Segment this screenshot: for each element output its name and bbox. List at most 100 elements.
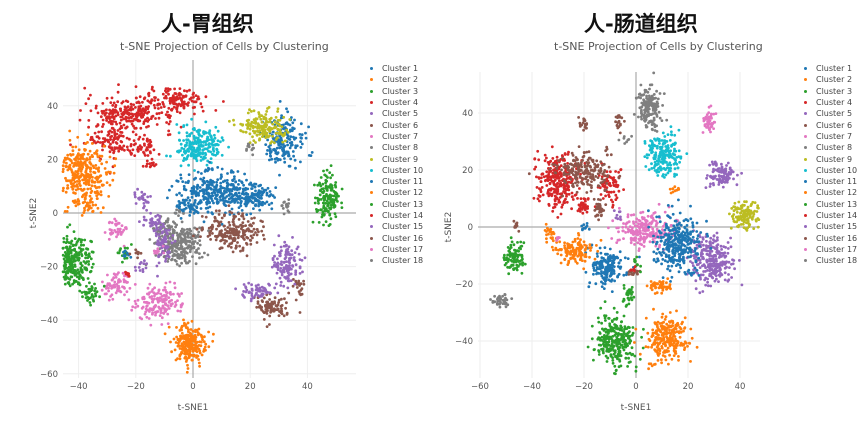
legend-item[interactable]: Cluster 7 — [368, 131, 423, 142]
legend-item[interactable]: Cluster 9 — [802, 153, 857, 164]
legend-item[interactable]: Cluster 6 — [802, 119, 857, 130]
legend-label: Cluster 15 — [816, 222, 858, 232]
legend-label: Cluster 7 — [816, 131, 853, 141]
right-chart-subtitle: t-SNE Projection of Cells by Clustering — [554, 40, 763, 53]
legend-marker-icon — [370, 214, 373, 217]
legend-label: Cluster 14 — [816, 211, 858, 220]
legend-item[interactable]: Cluster 5 — [802, 108, 857, 119]
legend-item[interactable]: Cluster 18 — [368, 255, 423, 266]
legend-item[interactable]: Cluster 14 — [802, 210, 857, 221]
legend-label: Cluster 1 — [816, 64, 853, 74]
cluster-points — [122, 249, 133, 259]
cluster-points — [124, 161, 158, 278]
legend-item[interactable]: Cluster 15 — [802, 221, 857, 232]
y-tick-label: −40 — [40, 316, 58, 326]
legend-label: Cluster 4 — [816, 98, 853, 108]
cluster-points — [165, 117, 231, 172]
legend-marker-icon — [370, 236, 373, 240]
legend-item[interactable]: Cluster 16 — [368, 232, 423, 243]
legend-item[interactable]: Cluster 8 — [368, 142, 423, 153]
legend-marker-icon — [370, 78, 373, 82]
legend-marker-icon — [804, 146, 807, 150]
legend-item[interactable]: Cluster 10 — [368, 165, 423, 176]
legend-label: Cluster 16 — [382, 233, 424, 243]
legend-item[interactable]: Cluster 3 — [368, 86, 423, 97]
legend-label: Cluster 12 — [816, 188, 858, 198]
legend-item[interactable]: Cluster 18 — [802, 255, 857, 266]
right-legend: Cluster 1 Cluster 2 Cluster 3 Cluster 4 Clus… — [802, 63, 857, 266]
legend-item[interactable]: Cluster 6 — [368, 119, 423, 130]
legend-label: Cluster 3 — [816, 86, 853, 96]
legend-label: Cluster 16 — [816, 233, 858, 243]
legend-item[interactable]: Cluster 1 — [802, 63, 857, 74]
legend-item[interactable]: Cluster 12 — [802, 187, 857, 198]
legend-marker-icon — [804, 191, 807, 195]
legend-item[interactable]: Cluster 17 — [802, 244, 857, 255]
legend-label: Cluster 10 — [382, 165, 424, 175]
legend-item[interactable]: Cluster 8 — [802, 142, 857, 153]
legend-label: Cluster 18 — [816, 256, 858, 266]
legend-label: Cluster 10 — [816, 165, 858, 175]
legend-label: Cluster 6 — [382, 120, 419, 130]
legend-item[interactable]: Cluster 5 — [368, 108, 423, 119]
legend-marker-icon — [370, 247, 373, 251]
legend-item[interactable]: Cluster 1 — [368, 63, 423, 74]
cluster-points — [128, 248, 143, 260]
legend-marker-icon — [370, 168, 373, 172]
x-tick-label: −20 — [127, 382, 145, 392]
left-scatter-plot: −40 −20 0 20 40 40 20 0 −20 −40 −60 t-SNE1 t-SNE2 — [29, 60, 356, 413]
legend-item[interactable]: Cluster 12 — [368, 187, 423, 198]
legend-item[interactable]: Cluster 11 — [368, 176, 423, 187]
legend-item[interactable]: Cluster 9 — [368, 153, 423, 164]
legend-item[interactable]: Cluster 2 — [368, 74, 423, 85]
legend-marker-icon — [804, 101, 807, 105]
legend-item[interactable]: Cluster 13 — [368, 199, 423, 210]
legend-marker-icon — [370, 89, 373, 93]
legend-marker-icon — [370, 225, 373, 229]
legend-marker-icon — [370, 146, 373, 150]
legend-label: Cluster 11 — [816, 177, 858, 187]
legend-marker-icon — [804, 134, 807, 138]
legend-label: Cluster 1 — [382, 64, 419, 74]
legend-label: Cluster 18 — [382, 256, 424, 266]
legend-marker-icon — [804, 89, 807, 93]
legend-item[interactable]: Cluster 16 — [802, 232, 857, 243]
legend-label: Cluster 12 — [382, 188, 424, 198]
x-axis-label: t-SNE1 — [178, 403, 209, 413]
legend-label: Cluster 5 — [382, 109, 419, 119]
legend-item[interactable]: Cluster 15 — [368, 221, 423, 232]
legend-item[interactable]: Cluster 4 — [802, 97, 857, 108]
legend-marker-icon — [370, 191, 373, 195]
legend-label: Cluster 13 — [816, 199, 858, 209]
legend-marker-icon — [370, 134, 373, 138]
cluster-points — [133, 187, 307, 303]
right-chart-heading: 人-肠道组织 — [584, 12, 698, 36]
y-tick-label: 20 — [47, 155, 58, 165]
legend-marker-icon — [804, 202, 807, 206]
legend-item[interactable]: Cluster 10 — [802, 165, 857, 176]
cluster-points — [61, 129, 118, 217]
left-chart-subtitle: t-SNE Projection of Cells by Clustering — [120, 40, 329, 53]
cluster-points — [61, 164, 344, 307]
cluster-points — [133, 259, 149, 273]
cluster-points — [173, 208, 185, 218]
legend-item[interactable]: Cluster 13 — [802, 199, 857, 210]
legend-item[interactable]: Cluster 3 — [802, 86, 857, 97]
left-chart-panel: 人-胃组织 t-SNE Projection of Cells by Clust… — [29, 12, 423, 413]
legend-marker-icon — [804, 168, 807, 172]
legend-label: Cluster 2 — [382, 75, 419, 85]
legend-marker-icon — [804, 180, 807, 184]
cluster-points — [144, 142, 291, 268]
legend-item[interactable]: Cluster 11 — [802, 176, 857, 187]
legend-item[interactable]: Cluster 7 — [802, 131, 857, 142]
cluster-points — [152, 244, 166, 255]
legend-marker-icon — [370, 202, 373, 206]
legend-marker-icon — [804, 67, 807, 71]
legend-item[interactable]: Cluster 4 — [368, 97, 423, 108]
legend-item[interactable]: Cluster 2 — [802, 74, 857, 85]
legend-marker-icon — [370, 112, 373, 116]
legend-label: Cluster 9 — [816, 154, 853, 164]
legend-item[interactable]: Cluster 14 — [368, 210, 423, 221]
legend-item[interactable]: Cluster 17 — [368, 244, 423, 255]
x-tick-label: 20 — [245, 382, 256, 392]
